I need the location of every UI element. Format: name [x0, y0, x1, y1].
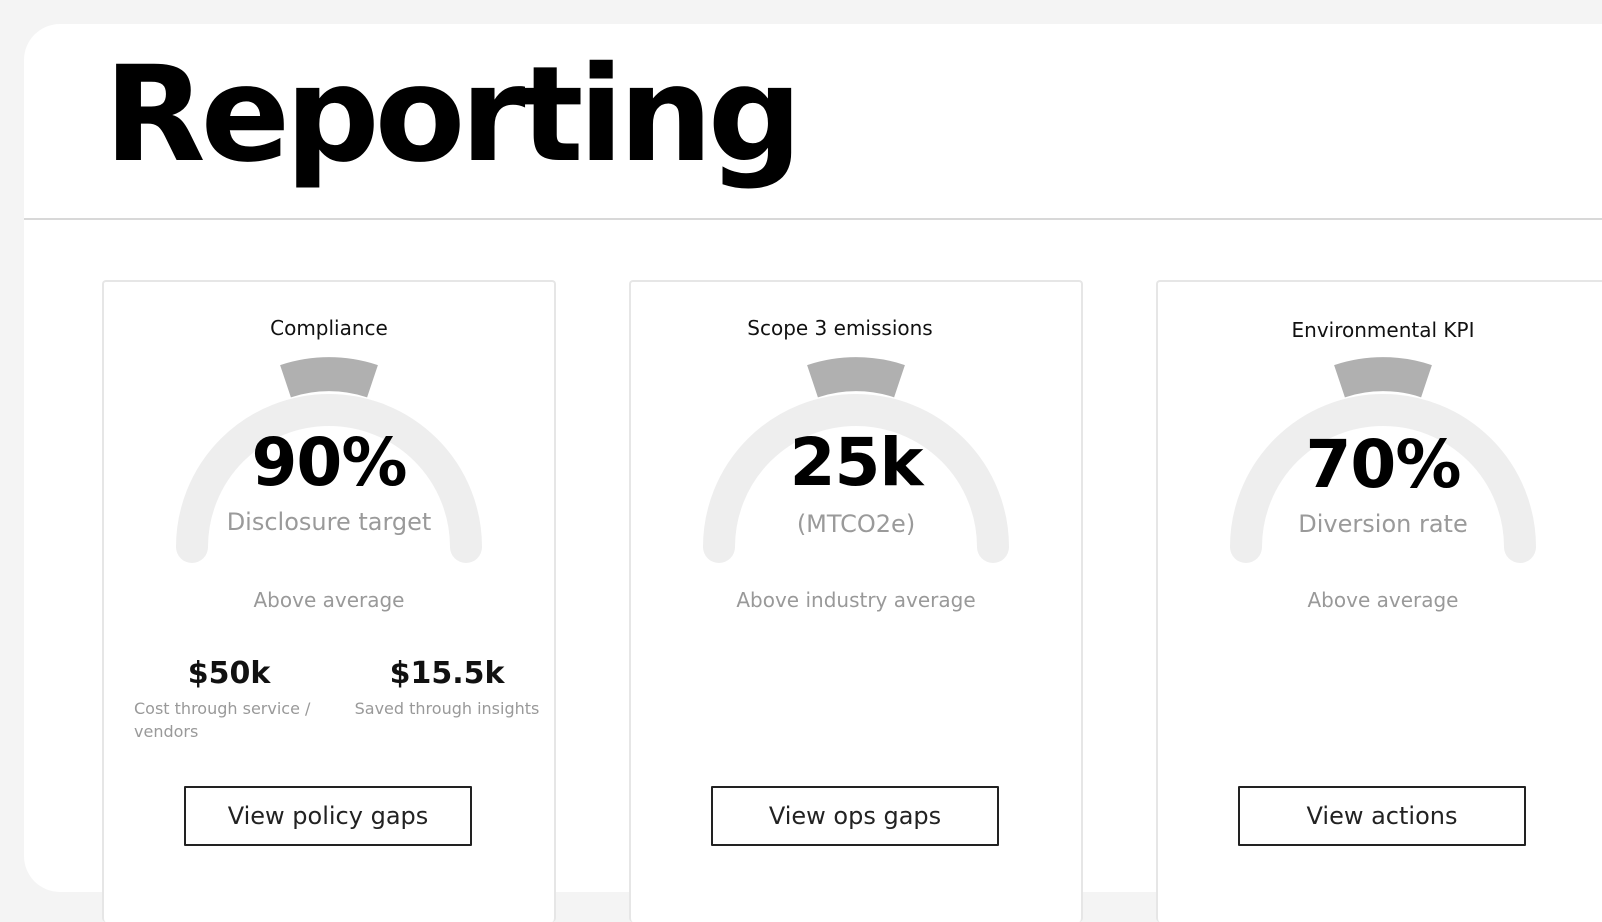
view-actions-button[interactable]: View actions	[1238, 786, 1526, 846]
gauge-value: 90%	[251, 424, 408, 501]
gauge-marker	[807, 357, 905, 398]
scope3-emissions-card: Scope 3 emissions 25k (MTCO2e) Above ind…	[629, 280, 1083, 922]
card-title: Environmental KPI	[1291, 318, 1475, 342]
gauge-marker	[280, 357, 378, 398]
reporting-panel: Reporting Compliance 90% Disclosure targ…	[24, 24, 1602, 922]
card-title: Compliance	[270, 316, 388, 340]
compliance-card: Compliance 90% Disclosure target Above a…	[102, 280, 556, 922]
gauge-chart	[703, 357, 1009, 563]
savings-stat: $15.5k Saved through insights	[352, 656, 542, 720]
page-title: Reporting	[104, 38, 802, 192]
stat-value: $15.5k	[389, 656, 505, 691]
card-title: Scope 3 emissions	[747, 316, 933, 340]
gauge-track	[176, 394, 482, 563]
comparison-text: Above average	[253, 588, 405, 612]
stat-label: Saved through insights	[354, 699, 540, 718]
gauge-caption: Disclosure target	[226, 508, 432, 536]
view-policy-gaps-button[interactable]: View policy gaps	[184, 786, 472, 846]
stat-label: Cost through service / vendors	[134, 699, 311, 741]
comparison-text: Above industry average	[736, 588, 976, 612]
gauge-track	[703, 394, 1009, 563]
cost-stat: $50k Cost through service / vendors	[134, 656, 324, 743]
view-ops-gaps-button[interactable]: View ops gaps	[711, 786, 999, 846]
gauge-value: 25k	[789, 424, 924, 501]
gauge-chart	[176, 357, 482, 563]
comparison-text: Above average	[1307, 588, 1459, 612]
gauge-track	[1230, 394, 1536, 563]
stat-value: $50k	[187, 656, 271, 691]
gauge-value: 70%	[1305, 426, 1462, 503]
gauge-marker	[1334, 357, 1432, 398]
gauge-caption: Diversion rate	[1298, 510, 1468, 538]
header-divider	[24, 218, 1602, 220]
gauge-caption: (MTCO2e)	[796, 510, 916, 538]
environmental-kpi-card: Environmental KPI 70% Diversion rate Abo…	[1156, 280, 1602, 922]
gauge-chart	[1230, 357, 1536, 563]
